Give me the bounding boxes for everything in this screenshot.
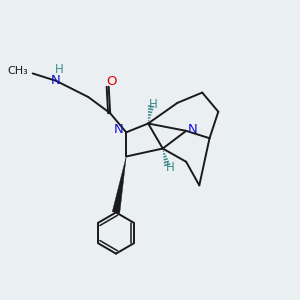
Polygon shape xyxy=(112,157,126,213)
Text: CH₃: CH₃ xyxy=(8,66,28,76)
Text: N: N xyxy=(188,123,197,136)
Text: O: O xyxy=(106,75,117,88)
Text: H: H xyxy=(166,160,175,174)
Text: H: H xyxy=(149,98,158,111)
Text: H: H xyxy=(55,63,64,76)
Text: N: N xyxy=(51,74,61,87)
Text: N: N xyxy=(114,123,124,136)
